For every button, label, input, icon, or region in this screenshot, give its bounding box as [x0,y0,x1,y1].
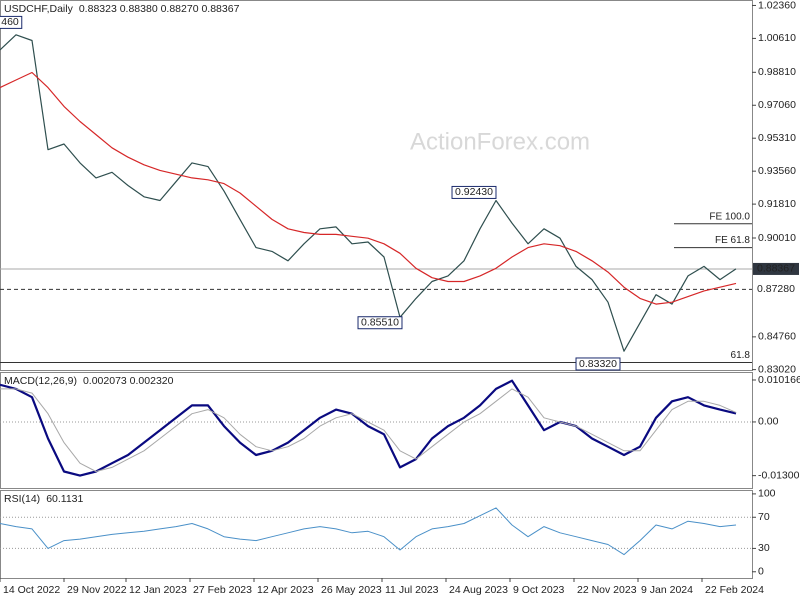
y-tick-label: 0.98810 [758,66,796,78]
y-tick-label: 0.97060 [758,99,796,111]
x-tick-label: 26 May 2023 [321,584,382,596]
y-tick-label: 70 [758,511,770,523]
x-tick-label: 12 Apr 2023 [257,584,314,596]
x-tick-label: 22 Nov 2023 [577,584,637,596]
x-tick-label: 11 Jul 2023 [385,584,439,596]
x-tick-label: 9 Jan 2024 [641,584,693,596]
y-tick-label: 0 [758,566,764,578]
x-tick-label: 24 Aug 2023 [449,584,508,596]
series-line [0,71,737,305]
x-tick-label: 27 Feb 2023 [193,584,252,596]
fib-label: FE 100.0 [709,211,750,222]
panel-title: MACD(12,26,9) [4,375,77,387]
panel-subtitle: 0.88323 0.88380 0.88270 0.88367 [79,3,240,15]
y-tick-label: 0.00 [758,416,779,428]
watermark: ActionForex.com [410,128,590,155]
y-tick-label: 1.00610 [758,32,796,44]
panel-frame [0,372,753,489]
annotation-label: 0.85510 [361,317,399,329]
annotation-box [575,357,621,371]
panel-subtitle: 60.1131 [46,493,83,505]
y-tick-label: 0.91810 [758,198,796,210]
y-tick-label: 0.83020 [758,363,796,375]
y-tick-label: 0.90010 [758,232,796,244]
y-tick-label: 0.95310 [758,132,796,144]
y-tick-label: 1.02360 [758,0,796,11]
y-tick-label: 0.010166 [758,374,800,386]
fib-label: FE 61.8 [715,235,750,246]
series-line [0,507,737,556]
series-line [0,379,737,477]
panel-frame [0,0,753,371]
annotation-box [0,15,23,29]
y-tick-label: 0.84760 [758,331,796,343]
fib-label: 61.8 [731,350,751,361]
x-tick-label: 9 Oct 2023 [513,584,565,596]
y-tick-label: 30 [758,542,770,554]
x-tick-label: 12 Jan 2023 [129,584,187,596]
y-tick-label: 100 [758,488,776,500]
price-label-box [753,283,799,296]
series-line [0,388,737,472]
annotation-box [451,185,497,199]
x-tick-label: 14 Oct 2022 [3,584,60,596]
x-tick-label: 29 Nov 2022 [67,584,127,596]
panel-frame [0,490,753,579]
panel-title: RSI(14) [4,493,40,505]
annotation-label: 460 [1,16,19,28]
x-tick-label: 22 Feb 2024 [705,584,764,596]
panel-title: USDCHF,Daily [4,3,74,15]
price-label-box [753,262,799,275]
panel-subtitle: 0.002073 0.002320 [83,375,174,387]
annotation-label: 0.92430 [455,186,493,198]
y-tick-label: -0.013006 [758,469,800,481]
annotation-label: 0.83320 [579,358,617,370]
series-line [0,34,737,352]
price-label: 0.88367 [757,263,795,275]
price-label: 0.87280 [757,283,795,295]
annotation-box [357,316,403,330]
y-tick-label: 0.93560 [758,165,796,177]
